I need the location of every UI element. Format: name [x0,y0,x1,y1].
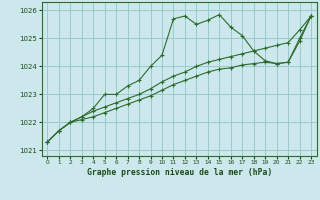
X-axis label: Graphe pression niveau de la mer (hPa): Graphe pression niveau de la mer (hPa) [87,168,272,177]
